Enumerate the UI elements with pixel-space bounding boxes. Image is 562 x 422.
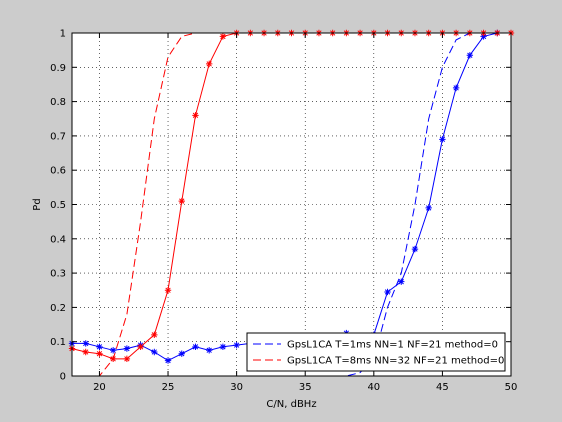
- x-tick-label: 25: [162, 382, 175, 393]
- data-point: [398, 278, 405, 285]
- data-point: [178, 197, 185, 205]
- y-tick-label: 0.4: [50, 234, 66, 245]
- data-point: [192, 343, 199, 351]
- data-point: [439, 136, 446, 143]
- x-tick-label: 45: [436, 382, 449, 393]
- data-point: [123, 355, 131, 363]
- data-point: [151, 331, 158, 339]
- data-point: [205, 60, 213, 68]
- y-tick-label: 0.5: [50, 200, 66, 211]
- data-point: [219, 33, 227, 40]
- y-tick-label: 0.2: [50, 303, 66, 314]
- data-point: [164, 287, 172, 294]
- y-tick-label: 0.6: [50, 166, 66, 177]
- legend: GpsL1CA T=1ms NN=1 NF=21 method=0 GpsL1CA…: [246, 332, 506, 372]
- x-tick-label: 35: [299, 382, 312, 393]
- data-point: [480, 33, 487, 40]
- legend-entry-0: GpsL1CA T=1ms NN=1 NF=21 method=0: [287, 340, 498, 351]
- data-point: [123, 345, 131, 352]
- data-point: [192, 112, 199, 119]
- x-tick-label: 40: [367, 382, 380, 393]
- data-point: [205, 347, 213, 354]
- x-axis-label: C/N, dBHz: [266, 399, 316, 410]
- data-point: [82, 340, 89, 347]
- data-point: [178, 350, 185, 357]
- data-point: [137, 343, 144, 351]
- y-tick-label: 0.9: [50, 63, 66, 74]
- data-point: [109, 347, 117, 354]
- y-axis-label: Pd: [32, 198, 43, 210]
- data-point: [452, 84, 460, 92]
- data-point: [82, 348, 89, 356]
- y-tick-label: 0: [60, 372, 66, 383]
- data-point: [219, 343, 227, 351]
- legend-box: [246, 332, 506, 372]
- data-point: [96, 343, 103, 351]
- y-tick-label: 0.7: [50, 131, 66, 142]
- data-point: [384, 288, 391, 296]
- y-tick-label: 1: [60, 29, 66, 40]
- x-tick-label: 30: [230, 382, 243, 393]
- y-tick-label: 0.8: [50, 97, 66, 108]
- legend-entry-1: GpsL1CA T=8ms NN=32 NF=21 method=0: [287, 356, 504, 367]
- data-point: [411, 245, 419, 253]
- data-point: [164, 357, 172, 364]
- y-tick-label: 0.3: [50, 269, 66, 280]
- data-point: [466, 52, 474, 59]
- x-tick-label: 20: [93, 382, 106, 393]
- data-point: [96, 350, 103, 357]
- axis-ticks: 20 25 30 35 40 45 50 0 0.1 0.2 0.3 0.4 0.5 0.6 0.7 0.8 0…: [50, 29, 517, 394]
- plot-area: [72, 33, 511, 376]
- data-point: [109, 355, 117, 363]
- y-tick-label: 0.1: [50, 337, 66, 348]
- data-point: [233, 341, 240, 349]
- x-tick-label: 50: [505, 382, 518, 393]
- data-point: [425, 204, 432, 212]
- data-point: [151, 348, 158, 356]
